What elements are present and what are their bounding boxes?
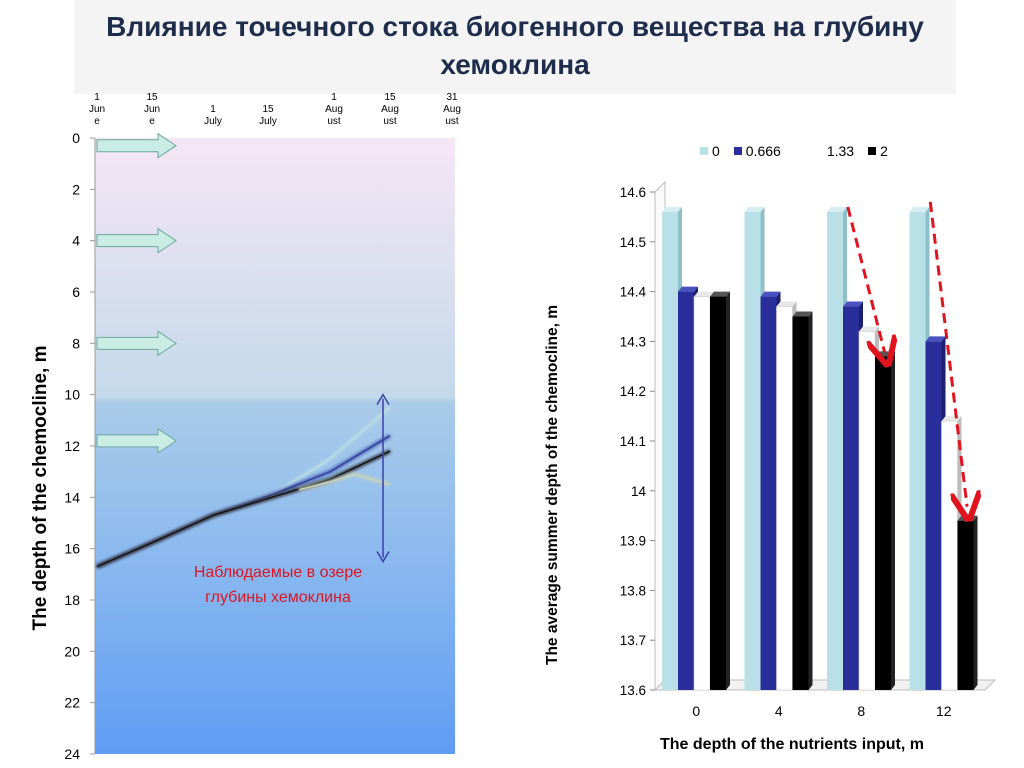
legend-label: 0 bbox=[712, 143, 720, 159]
bar-top bbox=[827, 206, 847, 212]
y-tick-label: 2 bbox=[72, 181, 80, 197]
legend-item: 1.33 bbox=[814, 143, 855, 159]
slide-title: Влияние точечного стока биогенного вещес… bbox=[106, 11, 924, 80]
bar bbox=[957, 520, 974, 690]
y-tick-label: 18 bbox=[64, 592, 80, 608]
x-tick-label: 0 bbox=[692, 703, 700, 719]
legend-item: 0.666 bbox=[733, 143, 781, 159]
y-tick-label: 14.5 bbox=[620, 235, 646, 250]
bar bbox=[662, 211, 678, 691]
y-tick-label: 14.3 bbox=[620, 334, 646, 349]
x-tick-label: 12 bbox=[936, 703, 952, 719]
legend-label: 0.666 bbox=[745, 143, 781, 159]
bar bbox=[858, 331, 876, 691]
nutrient-input-arrow bbox=[96, 330, 177, 357]
x-tick-label: 1 Jun e bbox=[89, 92, 105, 127]
right-x-axis-label: The depth of the nutrients input, m bbox=[660, 736, 924, 753]
bar-side bbox=[808, 311, 813, 690]
bar-top bbox=[859, 326, 879, 332]
bar bbox=[710, 296, 726, 690]
x-tick-label: 1 July bbox=[204, 104, 222, 127]
bar bbox=[760, 296, 777, 690]
x-tick-label: 15 Jun e bbox=[144, 92, 160, 127]
bar-top bbox=[843, 301, 863, 307]
bar bbox=[843, 306, 859, 690]
bar bbox=[678, 291, 694, 690]
y-tick-label: 6 bbox=[72, 284, 80, 300]
chemocline-series-line-core bbox=[96, 450, 391, 568]
bar bbox=[941, 420, 958, 691]
y-tick-label: 14.4 bbox=[620, 285, 647, 300]
bar-top bbox=[776, 301, 797, 307]
bar-top bbox=[925, 336, 946, 342]
y-tick-label: 10 bbox=[64, 387, 80, 403]
bar-top bbox=[792, 311, 813, 317]
bar-top bbox=[710, 291, 730, 297]
bar-side bbox=[726, 291, 730, 690]
y-tick-label: 0 bbox=[72, 130, 80, 146]
title-band bbox=[74, 0, 956, 94]
y-tick-label: 14.2 bbox=[620, 384, 646, 399]
legend-item: 0 bbox=[700, 143, 720, 159]
y-tick-label: 20 bbox=[64, 643, 80, 659]
legend-label: 1.33 bbox=[826, 143, 855, 159]
legend-swatch bbox=[700, 147, 708, 155]
y-tick-label: 14 bbox=[64, 489, 80, 505]
bar-side bbox=[891, 351, 895, 690]
y-tick-label: 24 bbox=[64, 746, 80, 762]
trend-arrow bbox=[846, 206, 885, 352]
bar-chart-legend: 0 0.666 1.33 2 bbox=[700, 143, 888, 159]
observed-range-arrowhead-top bbox=[376, 393, 390, 406]
bar bbox=[909, 211, 926, 691]
y-tick-label: 12 bbox=[64, 438, 80, 454]
left-y-axis-label: The depth of the chemocline, m bbox=[30, 345, 51, 631]
y-tick-label: 22 bbox=[64, 695, 80, 711]
bar bbox=[744, 211, 761, 691]
y-tick-label: 14.6 bbox=[620, 185, 646, 200]
bar-top bbox=[760, 291, 781, 297]
legend-swatch bbox=[868, 147, 877, 155]
y-tick-label: 14 bbox=[631, 484, 647, 499]
observed-depth-label: Наблюдаемые в озере глубины хемоклина bbox=[193, 564, 363, 606]
y-tick-label: 8 bbox=[72, 335, 80, 351]
bar-side bbox=[973, 515, 978, 690]
y-tick-label: 13.7 bbox=[620, 633, 646, 648]
bar-top bbox=[909, 206, 930, 212]
x-tick-label: 31 Aug ust bbox=[443, 92, 461, 127]
bar bbox=[827, 211, 843, 691]
observed-range-arrowhead-bottom bbox=[376, 551, 390, 563]
y-tick-label: 13.9 bbox=[620, 534, 646, 549]
bar bbox=[792, 316, 809, 690]
bar bbox=[776, 306, 793, 691]
y-tick-label: 13.8 bbox=[620, 583, 646, 598]
nutrient-input-arrow bbox=[96, 132, 177, 159]
nutrient-input-arrow bbox=[96, 427, 177, 454]
x-tick-label: 15 July bbox=[259, 104, 277, 127]
bar bbox=[875, 356, 891, 690]
bar-top bbox=[694, 291, 714, 297]
legend-swatch bbox=[733, 147, 742, 155]
legend-label: 2 bbox=[880, 143, 888, 159]
y-tick-label: 4 bbox=[72, 233, 80, 249]
average-depth-bar-chart: 13.6 13.7 13.8 13.9 14 14.1 14.2 14.3 14.4 14.5 14… bbox=[620, 180, 997, 719]
bar-top bbox=[678, 286, 698, 292]
bar bbox=[925, 341, 942, 690]
right-y-axis-label: The average summer depth of the chemocli… bbox=[544, 304, 561, 666]
bar-top bbox=[662, 206, 682, 212]
x-tick-label: 8 bbox=[857, 703, 865, 719]
nutrient-input-arrow bbox=[96, 227, 177, 254]
legend-item: 2 bbox=[868, 143, 888, 159]
bar bbox=[693, 296, 711, 691]
y-tick-label: 16 bbox=[64, 541, 80, 557]
x-tick-label: 4 bbox=[775, 703, 783, 719]
y-tick-label: 13.6 bbox=[620, 683, 646, 698]
trend-arrow bbox=[928, 201, 967, 507]
x-tick-label: 15 Aug ust bbox=[381, 92, 399, 127]
bar-top bbox=[744, 206, 765, 212]
y-tick-label: 14.1 bbox=[620, 434, 646, 449]
chemocline-series-line-core bbox=[298, 473, 391, 491]
x-tick-label: 1 Aug ust bbox=[325, 92, 343, 127]
legend-swatch bbox=[814, 147, 823, 155]
